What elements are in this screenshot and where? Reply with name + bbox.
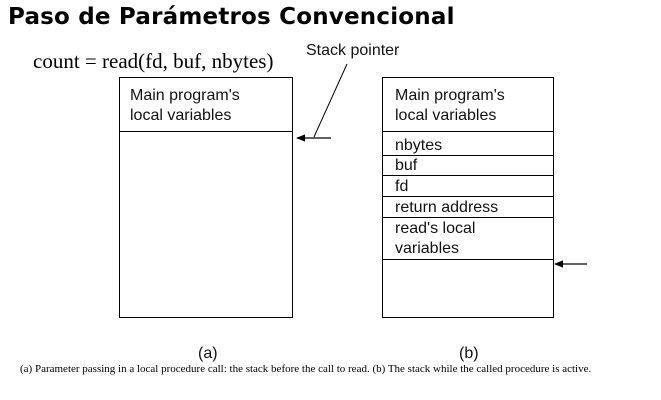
stack-b-divider [382, 196, 554, 197]
sublabel-b: (b) [459, 345, 479, 362]
stack-a [119, 77, 293, 318]
stack-b-cell-read-locals-line2: variables [395, 240, 460, 257]
stack-b-cell-main-line2: local variables [395, 107, 497, 124]
sublabel-a: (a) [198, 345, 218, 362]
stack-a-divider [119, 131, 293, 132]
stack-b-divider [382, 155, 554, 156]
slide-title: Paso de Parámetros Convencional [8, 4, 455, 30]
formula: count = read(fd, buf, nbytes) [33, 49, 274, 73]
stack-pointer-arrow-a [296, 63, 348, 142]
stack-b-cell-nbytes: nbytes [395, 137, 443, 154]
stack-b [382, 77, 554, 318]
stack-b-divider [382, 131, 554, 132]
stack-b-cell-fd: fd [395, 178, 409, 195]
stack-b-cell-buf: buf [395, 157, 418, 174]
stack-b-cell-read-locals-line1: read's local [395, 220, 476, 237]
stack-b-divider [382, 259, 554, 260]
stack-b-divider [382, 175, 554, 176]
stack-a-cell-main-line2: local variables [130, 107, 232, 124]
stack-a-cell-main-line1: Main program's [130, 87, 240, 104]
stack-b-cell-return-address: return address [395, 199, 499, 216]
figure-caption: (a) Parameter passing in a local procedu… [20, 363, 592, 375]
stack-pointer-label: Stack pointer [306, 42, 400, 59]
stack-b-cell-main-line1: Main program's [395, 87, 505, 104]
stack-b-divider [382, 217, 554, 218]
